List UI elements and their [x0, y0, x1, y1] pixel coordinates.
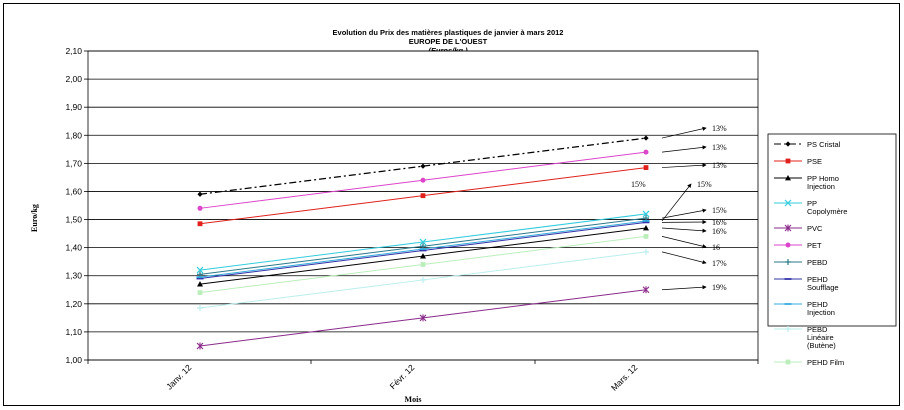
y-tick-label: 1,50	[65, 215, 82, 225]
data-point	[419, 238, 427, 246]
y-tick-label: 2,00	[65, 74, 82, 84]
x-tick-label: Févr. 12	[388, 362, 417, 391]
data-point	[785, 259, 791, 265]
legend-label: PEBD	[807, 325, 828, 334]
data-point	[785, 326, 791, 332]
data-point	[420, 253, 426, 259]
legend-label: Injection	[807, 308, 835, 317]
annotation-arrow	[661, 251, 707, 265]
y-tick-label: 1,60	[65, 186, 82, 196]
data-point	[642, 286, 650, 294]
annotation-label: 15%	[697, 180, 712, 189]
legend-label: PP	[807, 199, 817, 208]
annotation-label: 16%	[712, 227, 727, 236]
data-point	[197, 205, 203, 211]
data-point	[419, 314, 427, 322]
data-point	[643, 248, 649, 255]
legend-label: PEHD	[807, 275, 828, 284]
y-tick-label: 1,20	[65, 299, 82, 309]
data-point	[643, 165, 649, 170]
annotation-arrow	[661, 183, 692, 222]
data-point	[197, 305, 203, 312]
annotation-label: 13%	[712, 161, 727, 170]
annotation-arrow	[661, 126, 707, 139]
data-point	[420, 193, 426, 199]
annotation-label: 13%	[712, 124, 727, 133]
legend-label: PS Cristal	[807, 140, 841, 149]
data-point	[643, 149, 649, 155]
legend-label: Soufflage	[807, 283, 839, 292]
y-tick-label: 1,80	[65, 130, 82, 140]
data-point	[784, 199, 792, 207]
data-point	[197, 221, 203, 227]
chart-title: Evolution du Prix des matières plastique…	[333, 28, 564, 37]
y-tick-label: 1,00	[65, 355, 82, 365]
annotation-arrow	[661, 285, 707, 291]
data-point	[197, 290, 203, 295]
legend-label: PEHD	[807, 300, 828, 309]
data-point	[784, 224, 792, 232]
data-point	[420, 262, 426, 267]
data-point	[197, 281, 203, 287]
data-point	[643, 224, 649, 231]
annotation-label: 17%	[712, 259, 727, 268]
series-markers	[196, 135, 650, 350]
data-point	[420, 177, 426, 183]
legend-label: Linéaire	[807, 333, 834, 342]
annotation-arrow	[661, 208, 707, 219]
y-tick-label: 1,70	[65, 158, 82, 168]
annotation-arrow	[661, 145, 707, 153]
x-tick-label: Janv. 12	[164, 362, 194, 392]
annotation-label: 19%	[712, 283, 727, 292]
x-axis-label: Mois	[405, 395, 422, 404]
y-tick-label: 1,30	[65, 271, 82, 281]
chart-unit: (Euros/kg )	[428, 46, 468, 55]
data-point	[785, 175, 791, 181]
y-tick-label: 1,10	[65, 327, 82, 337]
legend-label: Injection	[807, 182, 835, 191]
plot-area	[87, 50, 759, 361]
legend-label: (Butène)	[807, 341, 836, 350]
data-point	[785, 141, 791, 147]
legend-label: PSE	[807, 157, 822, 166]
legend-label: PEBD	[807, 258, 828, 267]
growth-annotations: 13% 13% 16% 15% 19% 13% 15% 16% 15% 17% 16	[631, 124, 727, 292]
x-tick-label: Mars. 12	[609, 362, 640, 393]
data-point	[643, 135, 649, 141]
annotation-arrow	[661, 227, 707, 233]
y-tick-label: 1,90	[65, 102, 82, 112]
y-axis-label: Euro/kg	[30, 204, 39, 232]
data-point	[785, 242, 791, 248]
annotation-label: 15%	[712, 206, 727, 215]
annotation-label: 16%	[712, 218, 727, 227]
data-point	[785, 158, 791, 164]
x-axis-ticks: Janv. 12 Févr. 12 Mars. 12	[87, 360, 759, 393]
data-point	[196, 266, 204, 274]
annotation-label: 15%	[631, 180, 646, 189]
y-axis-ticks: 1,00 1,10 1,20 1,30 1,40 1,50 1,60 1,70 1,80 1,90…	[65, 46, 88, 365]
legend-label: PP Homo	[807, 174, 839, 183]
gridlines	[88, 50, 758, 361]
annotation-label: 13%	[712, 143, 727, 152]
legend-label: PVC	[807, 224, 823, 233]
y-tick-label: 2,10	[65, 46, 82, 56]
y-tick-label: 1,40	[65, 243, 82, 253]
data-point	[785, 359, 791, 365]
legend-label: PET	[807, 241, 822, 250]
data-point	[642, 210, 650, 218]
data-point	[420, 276, 426, 283]
data-point	[420, 163, 426, 169]
data-point	[197, 191, 203, 197]
data-point	[196, 342, 204, 350]
annotation-arrow	[661, 163, 707, 168]
chart-subtitle: EUROPE DE L'OUEST	[409, 37, 488, 46]
data-point	[643, 234, 649, 239]
annotation-label: 16	[712, 243, 720, 252]
legend-label: PEHD Film	[807, 358, 844, 367]
annotation-arrow	[661, 236, 707, 249]
legend-label: Copolymère	[807, 207, 847, 216]
